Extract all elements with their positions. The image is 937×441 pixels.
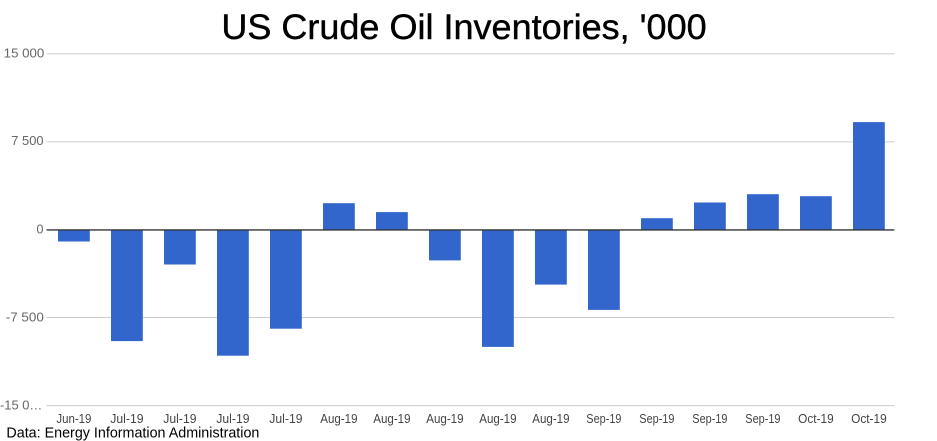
svg-text:Sep-19: Sep-19 [586,412,621,426]
svg-text:Jun-19: Jun-19 [56,412,91,426]
svg-text:Oct-19: Oct-19 [851,412,887,426]
svg-text:Jul-19: Jul-19 [163,412,196,426]
svg-text:Sep-19: Sep-19 [692,412,727,426]
svg-text:Oct-19: Oct-19 [798,412,834,426]
svg-text:Aug-19: Aug-19 [426,412,463,426]
svg-text:Jul-19: Jul-19 [110,412,143,426]
svg-text:15 000: 15 000 [4,47,45,61]
svg-text:7 500: 7 500 [11,134,43,148]
svg-text:-7 500: -7 500 [6,311,44,325]
svg-text:Sep-19: Sep-19 [745,412,780,426]
svg-text:Aug-19: Aug-19 [479,412,516,426]
svg-text:Jul-19: Jul-19 [216,412,249,426]
svg-text:US Crude Oil Inventories, '000: US Crude Oil Inventories, '000 [221,8,706,47]
svg-text:Jul-19: Jul-19 [269,412,302,426]
svg-text:Sep-19: Sep-19 [639,412,674,426]
svg-text:Aug-19: Aug-19 [320,412,357,426]
svg-text:0: 0 [37,223,44,237]
svg-text:Aug-19: Aug-19 [532,412,569,426]
svg-text:-15 0…: -15 0… [0,399,42,413]
svg-text:Aug-19: Aug-19 [373,412,410,426]
svg-text:Data: Energy Information Admin: Data: Energy Information Administration [6,426,259,441]
